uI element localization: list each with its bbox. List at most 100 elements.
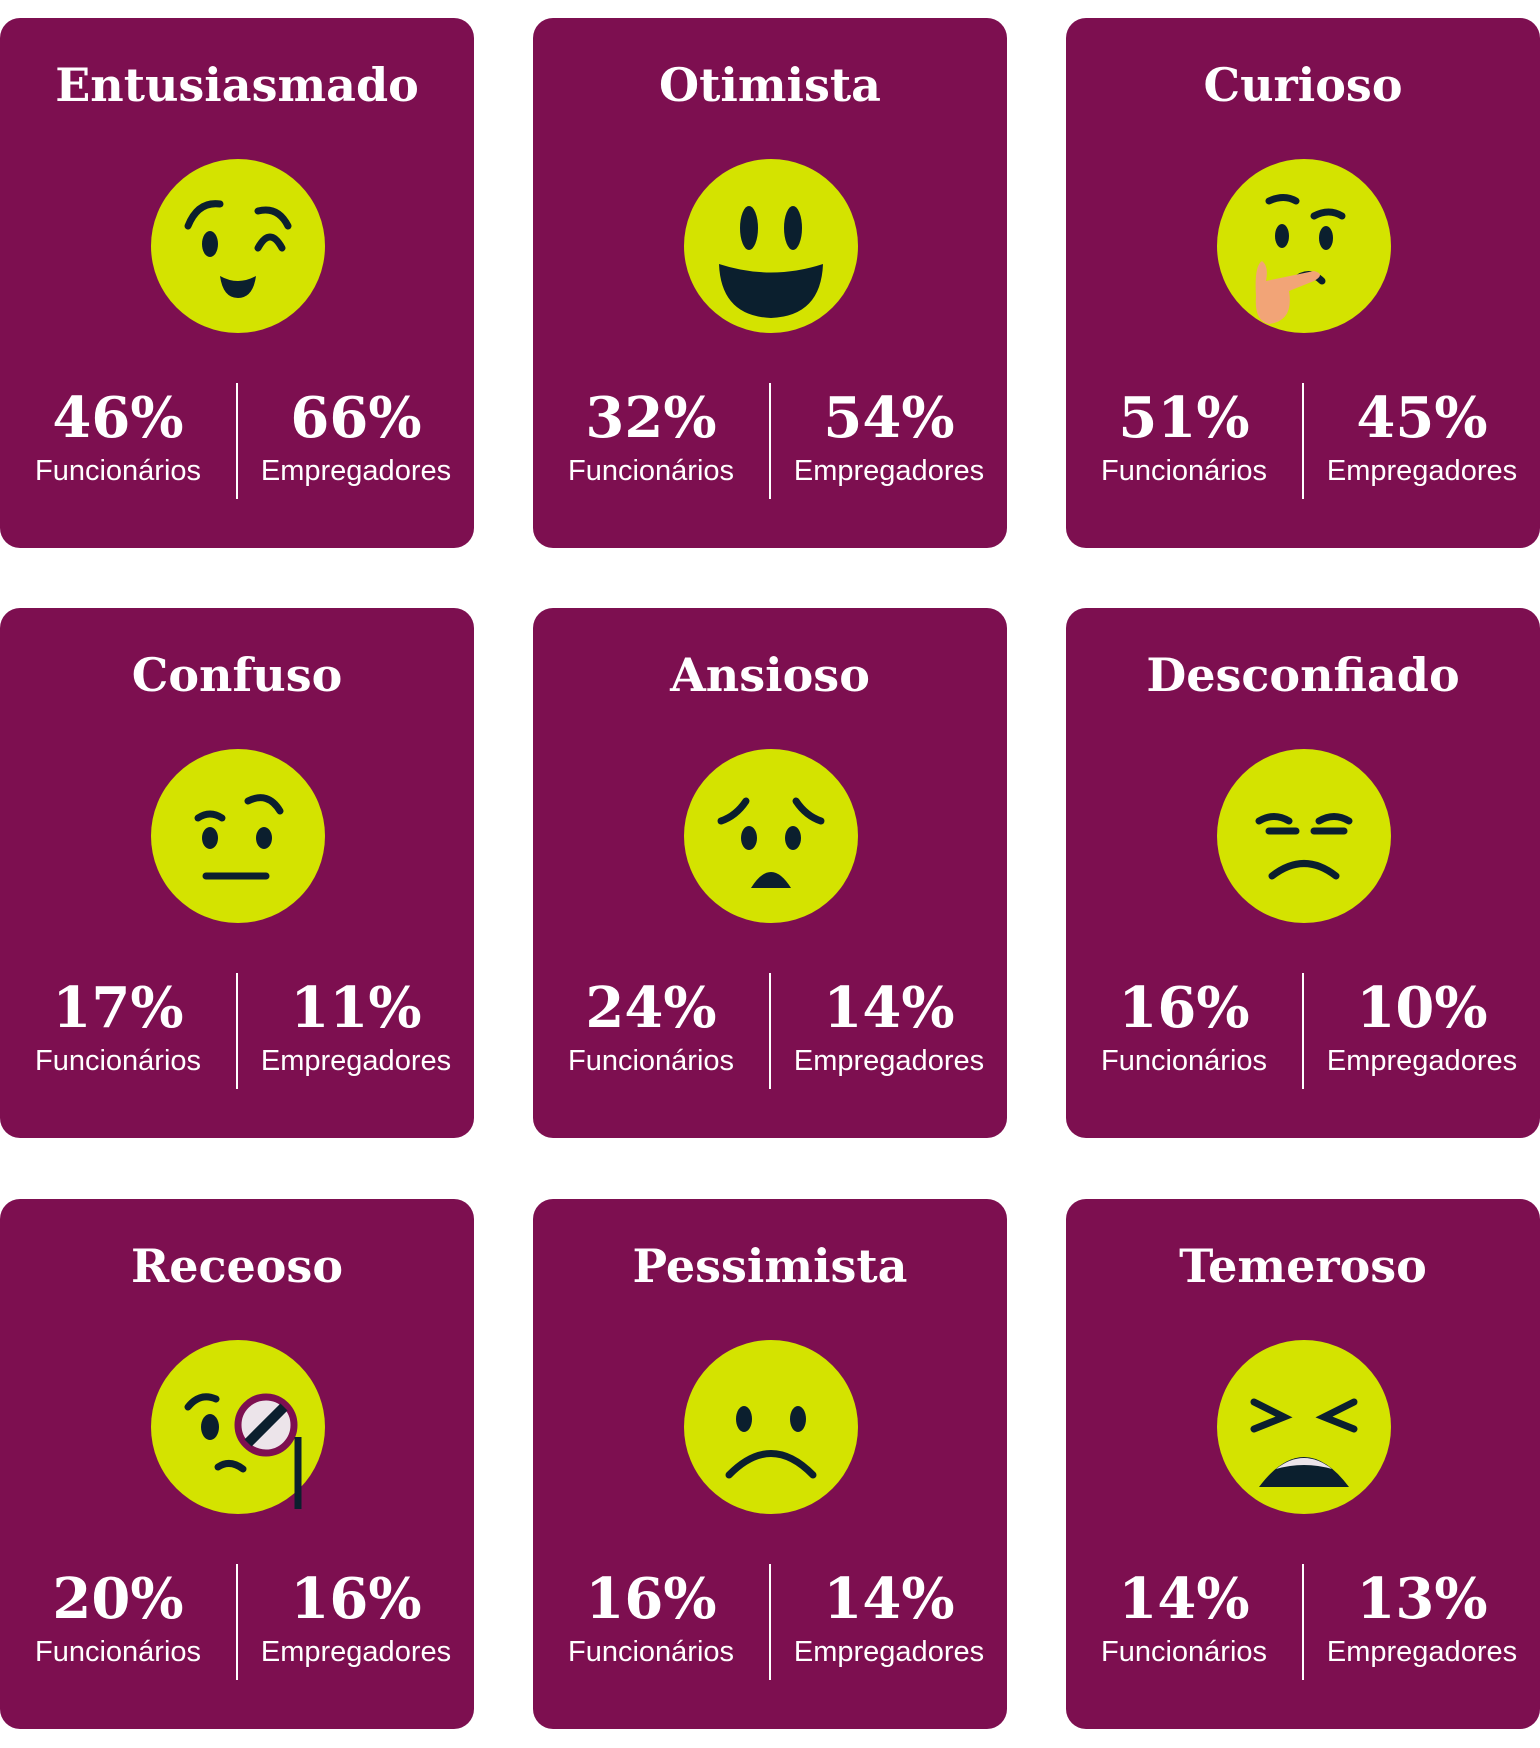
grinning-face-icon-svg <box>684 159 858 333</box>
divider <box>236 1564 238 1680</box>
employers-percent: 14% <box>823 1566 955 1632</box>
employers-percent: 16% <box>290 1566 422 1632</box>
employers-percent: 66% <box>290 385 422 451</box>
employees-label: Funcionários <box>1100 1045 1268 1077</box>
employees-percent: 24% <box>585 975 717 1041</box>
employees-percent: 32% <box>585 385 717 451</box>
employees-label: Funcionários <box>567 455 735 487</box>
employers-stat: 10% Empregadores <box>1304 973 1540 1093</box>
employees-stat: 17% Funcionários <box>0 973 236 1093</box>
thinking-face-icon <box>1214 156 1394 356</box>
employees-label: Funcionários <box>1100 1636 1268 1668</box>
card-title: Receoso <box>130 1239 344 1293</box>
employers-label: Empregadores <box>793 1045 985 1077</box>
employers-percent: 11% <box>290 975 422 1041</box>
divider <box>1302 383 1304 499</box>
card-title: Desconfiado <box>1146 648 1460 702</box>
divider <box>1302 1564 1304 1680</box>
employers-stat: 16% Empregadores <box>238 1564 474 1684</box>
employers-stat: 11% Empregadores <box>238 973 474 1093</box>
stats: 16% Funcionários 10% Empregadores <box>1066 973 1540 1093</box>
employees-label: Funcionários <box>34 455 202 487</box>
employers-stat: 14% Empregadores <box>771 973 1007 1093</box>
employees-percent: 46% <box>52 385 184 451</box>
divider <box>236 383 238 499</box>
employers-label: Empregadores <box>1326 455 1518 487</box>
employees-percent: 16% <box>585 1566 717 1632</box>
tired-face-icon-svg <box>1217 1340 1391 1514</box>
employers-percent: 14% <box>823 975 955 1041</box>
stats: 20% Funcionários 16% Empregadores <box>0 1564 474 1684</box>
employees-stat: 16% Funcionários <box>1066 973 1302 1093</box>
frowning-face-icon <box>681 1337 861 1537</box>
employees-stat: 46% Funcionários <box>0 383 236 503</box>
thinking-face-icon-svg <box>1217 159 1391 333</box>
employees-label: Funcionários <box>1100 455 1268 487</box>
divider <box>1302 973 1304 1089</box>
stats: 14% Funcionários 13% Empregadores <box>1066 1564 1540 1684</box>
card-title: Curioso <box>1203 58 1403 112</box>
employers-label: Empregadores <box>1326 1636 1518 1668</box>
employers-stat: 13% Empregadores <box>1304 1564 1540 1684</box>
employers-stat: 14% Empregadores <box>771 1564 1007 1684</box>
worried-face-icon-svg <box>684 749 858 923</box>
employees-percent: 16% <box>1118 975 1250 1041</box>
stats: 17% Funcionários 11% Empregadores <box>0 973 474 1093</box>
employees-percent: 51% <box>1118 385 1250 451</box>
card-title: Pessimista <box>632 1239 908 1293</box>
employers-label: Empregadores <box>260 1045 452 1077</box>
emotion-card-otimista: Otimista 32% Funcionários 54% Empregador… <box>533 18 1007 548</box>
employees-label: Funcionários <box>34 1636 202 1668</box>
worried-face-icon <box>681 746 861 946</box>
employees-percent: 20% <box>52 1566 184 1632</box>
employees-stat: 20% Funcionários <box>0 1564 236 1684</box>
employees-stat: 16% Funcionários <box>533 1564 769 1684</box>
tired-face-icon <box>1214 1337 1394 1537</box>
card-title: Ansioso <box>670 648 870 702</box>
card-title: Otimista <box>659 58 881 112</box>
stats: 16% Funcionários 14% Empregadores <box>533 1564 1007 1684</box>
card-title: Entusiasmado <box>55 58 419 112</box>
monocle-face-icon <box>148 1337 328 1537</box>
employers-stat: 54% Empregadores <box>771 383 1007 503</box>
stats: 32% Funcionários 54% Empregadores <box>533 383 1007 503</box>
employers-percent: 13% <box>1356 1566 1488 1632</box>
card-title: Confuso <box>131 648 343 702</box>
employers-percent: 54% <box>823 385 955 451</box>
divider <box>769 973 771 1089</box>
divider <box>769 1564 771 1680</box>
employees-percent: 14% <box>1118 1566 1250 1632</box>
unamused-face-icon-svg <box>1217 749 1391 923</box>
employers-stat: 66% Empregadores <box>238 383 474 503</box>
employers-label: Empregadores <box>260 1636 452 1668</box>
emotion-card-pessimista: Pessimista 16% Funcionários 14% Empregad… <box>533 1199 1007 1729</box>
divider <box>769 383 771 499</box>
employers-percent: 10% <box>1356 975 1488 1041</box>
monocle-face-icon-svg <box>151 1340 325 1514</box>
employees-stat: 51% Funcionários <box>1066 383 1302 503</box>
employers-label: Empregadores <box>1326 1045 1518 1077</box>
unamused-face-icon <box>1214 746 1394 946</box>
winking-face-icon-svg <box>151 159 325 333</box>
emotion-card-entusiasmado: Entusiasmado 46% Funcionários 66% Empreg… <box>0 18 474 548</box>
employers-stat: 45% Empregadores <box>1304 383 1540 503</box>
stats: 51% Funcionários 45% Empregadores <box>1066 383 1540 503</box>
employers-label: Empregadores <box>793 455 985 487</box>
card-title: Temeroso <box>1179 1239 1427 1293</box>
stats: 46% Funcionários 66% Empregadores <box>0 383 474 503</box>
raised-eyebrow-face-icon-svg <box>151 749 325 923</box>
grinning-face-icon <box>681 156 861 356</box>
emotion-card-confuso: Confuso 17% Funcionários 11% Empregadore… <box>0 608 474 1138</box>
raised-eyebrow-face-icon <box>148 746 328 946</box>
employers-label: Empregadores <box>793 1636 985 1668</box>
winking-face-icon <box>148 156 328 356</box>
employees-stat: 14% Funcionários <box>1066 1564 1302 1684</box>
emotion-card-desconfiado: Desconfiado 16% Funcionários 10% Emprega… <box>1066 608 1540 1138</box>
divider <box>236 973 238 1089</box>
emotion-card-curioso: Curioso 51% Funcionários 45% Empregadore… <box>1066 18 1540 548</box>
employees-label: Funcionários <box>567 1636 735 1668</box>
frowning-face-icon-svg <box>684 1340 858 1514</box>
employees-label: Funcionários <box>34 1045 202 1077</box>
employees-percent: 17% <box>52 975 184 1041</box>
employees-label: Funcionários <box>567 1045 735 1077</box>
